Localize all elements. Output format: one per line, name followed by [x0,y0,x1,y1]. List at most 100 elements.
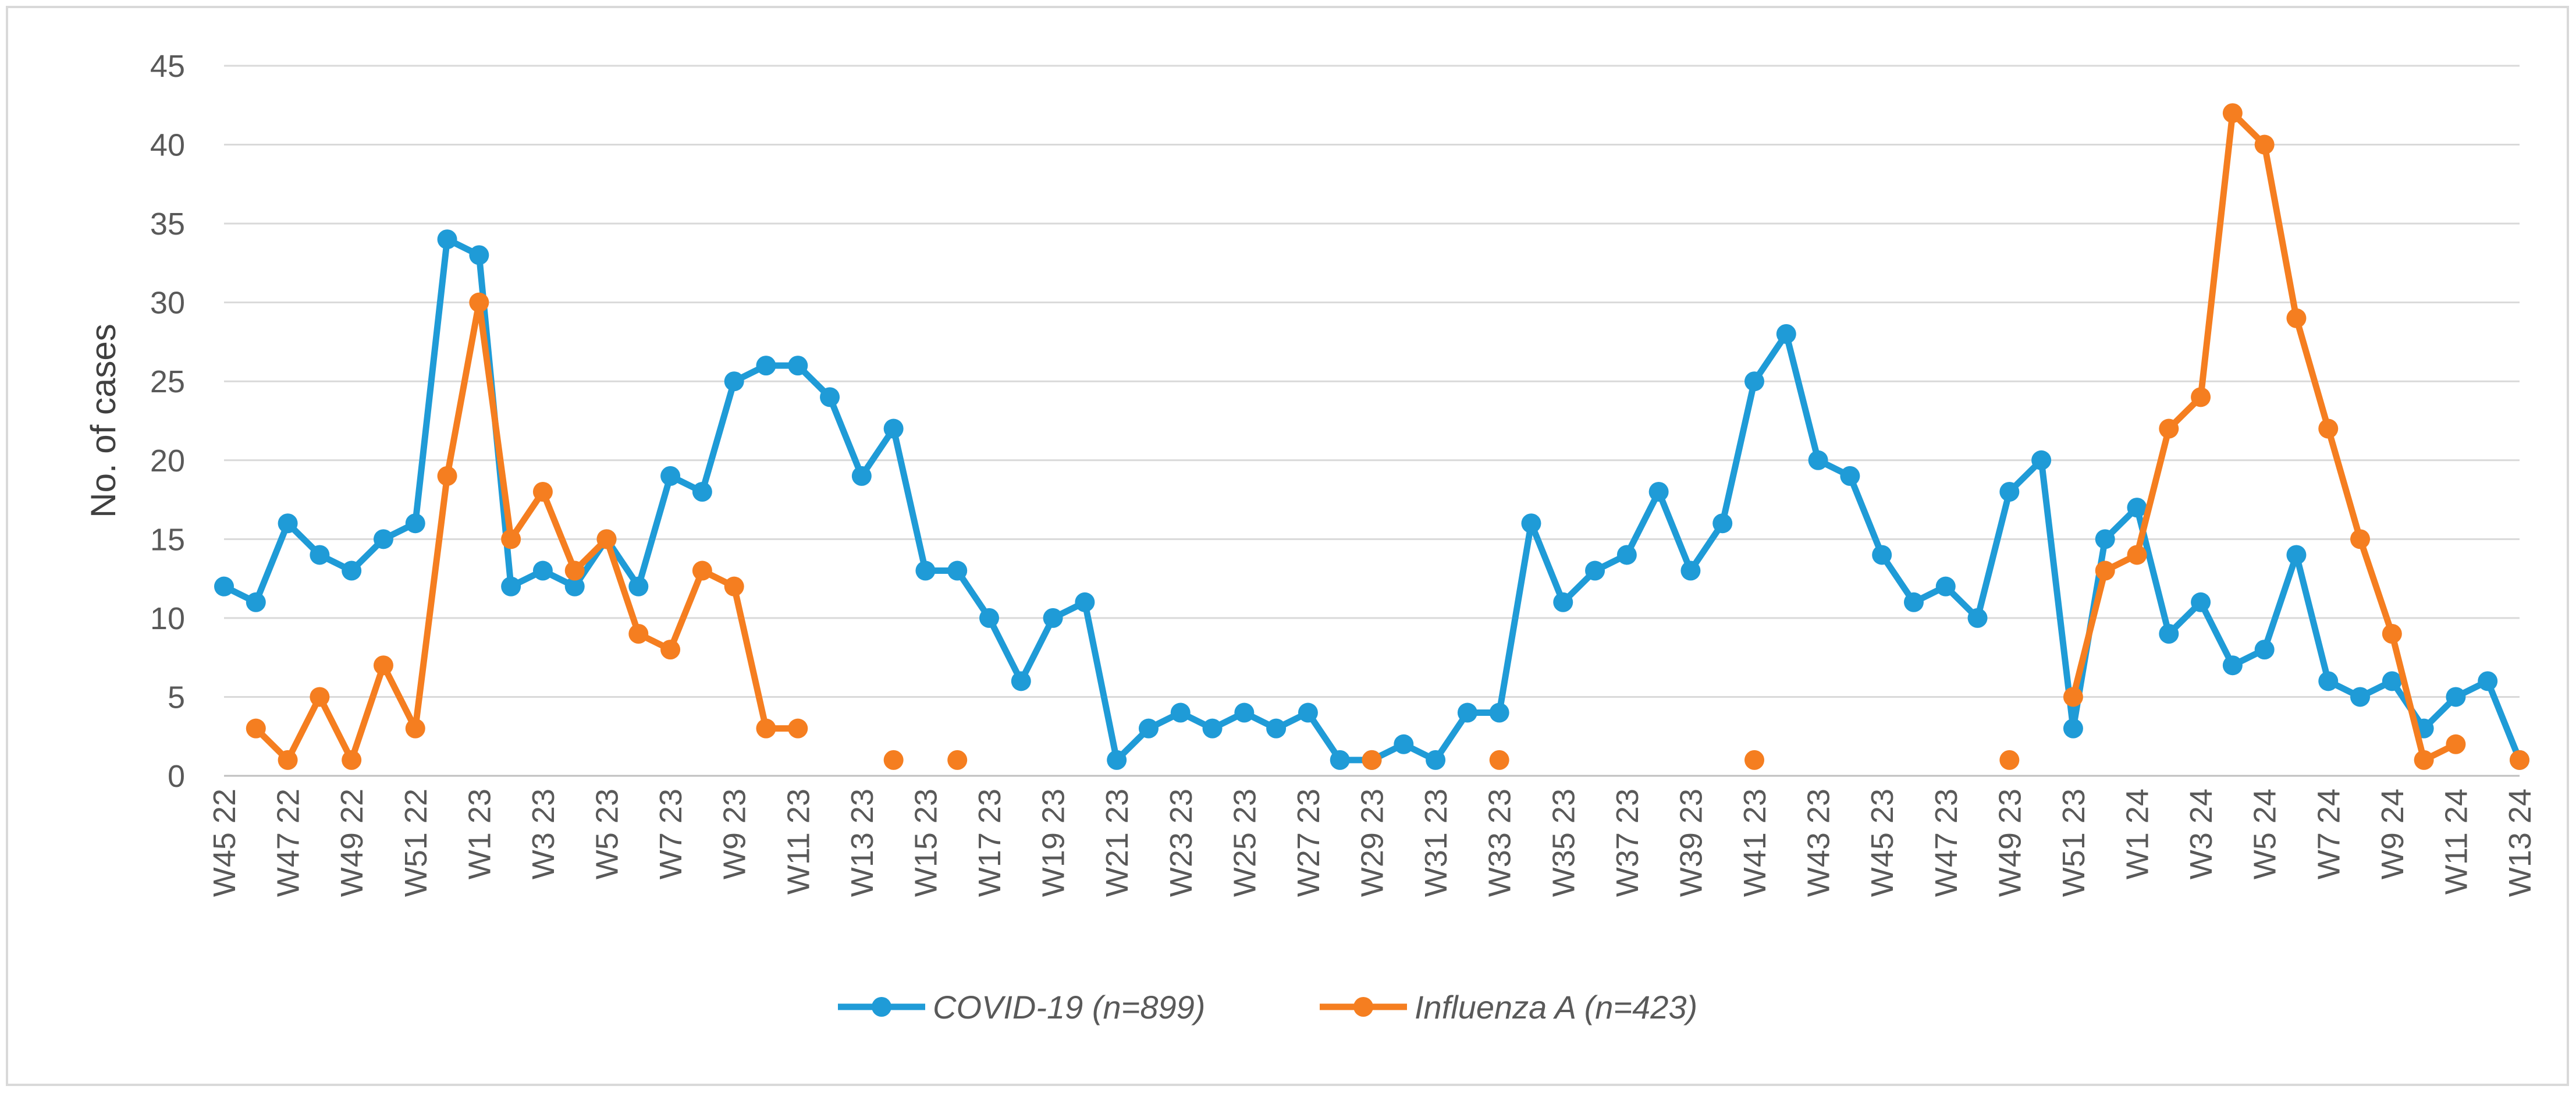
x-tick-label: W31 23 [1419,789,1454,897]
x-tick-label: W49 23 [1992,789,2027,897]
legend-label: COVID-19 (n=899) [933,989,1205,1025]
data-point [1202,718,1223,739]
data-point [1935,576,1956,597]
data-point [2382,671,2402,691]
x-tick-label: W45 23 [1865,789,1900,897]
data-point [2286,308,2307,328]
data-point [532,560,553,581]
series-2 [246,103,2529,770]
data-point [1648,482,1669,502]
data-point [756,356,776,376]
data-point [2318,418,2339,439]
x-tick-label: W5 23 [590,789,625,879]
series-line [253,299,801,764]
x-tick-label: W33 23 [1483,789,1518,897]
data-point [660,466,681,486]
data-point [2446,734,2466,754]
data-point [1712,513,1733,534]
data-point [2063,687,2083,707]
x-tick-label: W5 24 [2248,789,2283,879]
data-point [405,513,425,534]
data-point [788,718,808,739]
x-tick-label: W43 23 [1802,789,1836,897]
data-point [2510,750,2529,770]
data-point [2063,718,2083,739]
data-point [342,560,362,581]
data-point [660,640,681,660]
data-point [2127,498,2147,518]
y-axis-ticks: 0 5 10 15 20 25 30 35 40 45 [150,49,185,794]
data-point [2095,529,2115,549]
data-point [883,418,904,439]
data-point [1298,702,1318,723]
data-point [469,245,489,265]
data-point [1680,560,1701,581]
data-point [405,718,425,739]
data-point [1872,545,1892,565]
data-point [1808,450,1828,470]
data-point [1744,750,1764,770]
data-point [2350,687,2371,707]
x-tick-label: W11 23 [781,789,816,895]
data-point [2318,671,2339,691]
data-point [469,292,489,313]
data-point [373,529,393,549]
data-point [501,529,521,549]
data-point [2191,592,2211,612]
x-tick-label: W41 23 [1738,789,1772,897]
data-point [1616,545,1637,565]
y-tick-label: 5 [168,680,185,715]
data-point [246,718,266,739]
data-point [2159,418,2179,439]
data-point [1043,608,1063,628]
data-point [788,356,808,376]
data-point [373,655,393,676]
data-point [2222,655,2243,676]
data-point [1457,702,1477,723]
legend-marker [1353,997,1373,1017]
x-tick-label: W11 24 [2439,789,2474,895]
data-point [2095,560,2115,581]
y-tick-label: 30 [150,286,185,321]
data-point [1903,592,1924,612]
x-tick-label: W1 23 [462,789,497,879]
y-tick-label: 25 [150,364,185,399]
series-line [221,236,2523,764]
x-tick-label: W7 23 [653,789,688,879]
series-line [2070,109,2459,764]
data-point [724,371,744,392]
x-tick-label: W39 23 [1673,789,1708,897]
x-tick-label: W25 23 [1227,789,1262,897]
data-point [532,482,553,502]
x-tick-label: W51 22 [399,789,434,897]
data-point [915,560,936,581]
y-tick-label: 0 [168,759,185,794]
data-point [1999,750,2020,770]
data-point [756,718,776,739]
data-point [2254,134,2275,155]
data-point [1489,750,1509,770]
x-tick-label: W3 23 [526,789,561,879]
data-point [278,513,298,534]
data-point [1426,750,1446,770]
x-tick-label: W3 24 [2184,789,2219,879]
data-point [979,608,999,628]
data-point [1138,718,1159,739]
data-point [2446,687,2466,707]
x-tick-label: W9 23 [717,789,752,879]
legend-label: Influenza A (n=423) [1415,989,1697,1025]
x-tick-label: W29 23 [1355,789,1390,897]
data-point [1553,592,1573,612]
data-point [310,545,330,565]
data-point [851,466,872,486]
x-tick-label: W27 23 [1291,789,1326,897]
data-point [2159,624,2179,644]
data-point [692,560,712,581]
legend: COVID-19 (n=899) Influenza A (n=423) [838,989,1697,1025]
data-point [501,576,521,597]
data-point [278,750,298,770]
data-point [1011,671,1031,691]
data-point [1266,718,1287,739]
y-tick-label: 45 [150,49,185,84]
x-axis-ticks: W45 22 W47 22 W49 22 W51 22 W1 23 W3 23 W5 23 W… [207,789,2538,897]
